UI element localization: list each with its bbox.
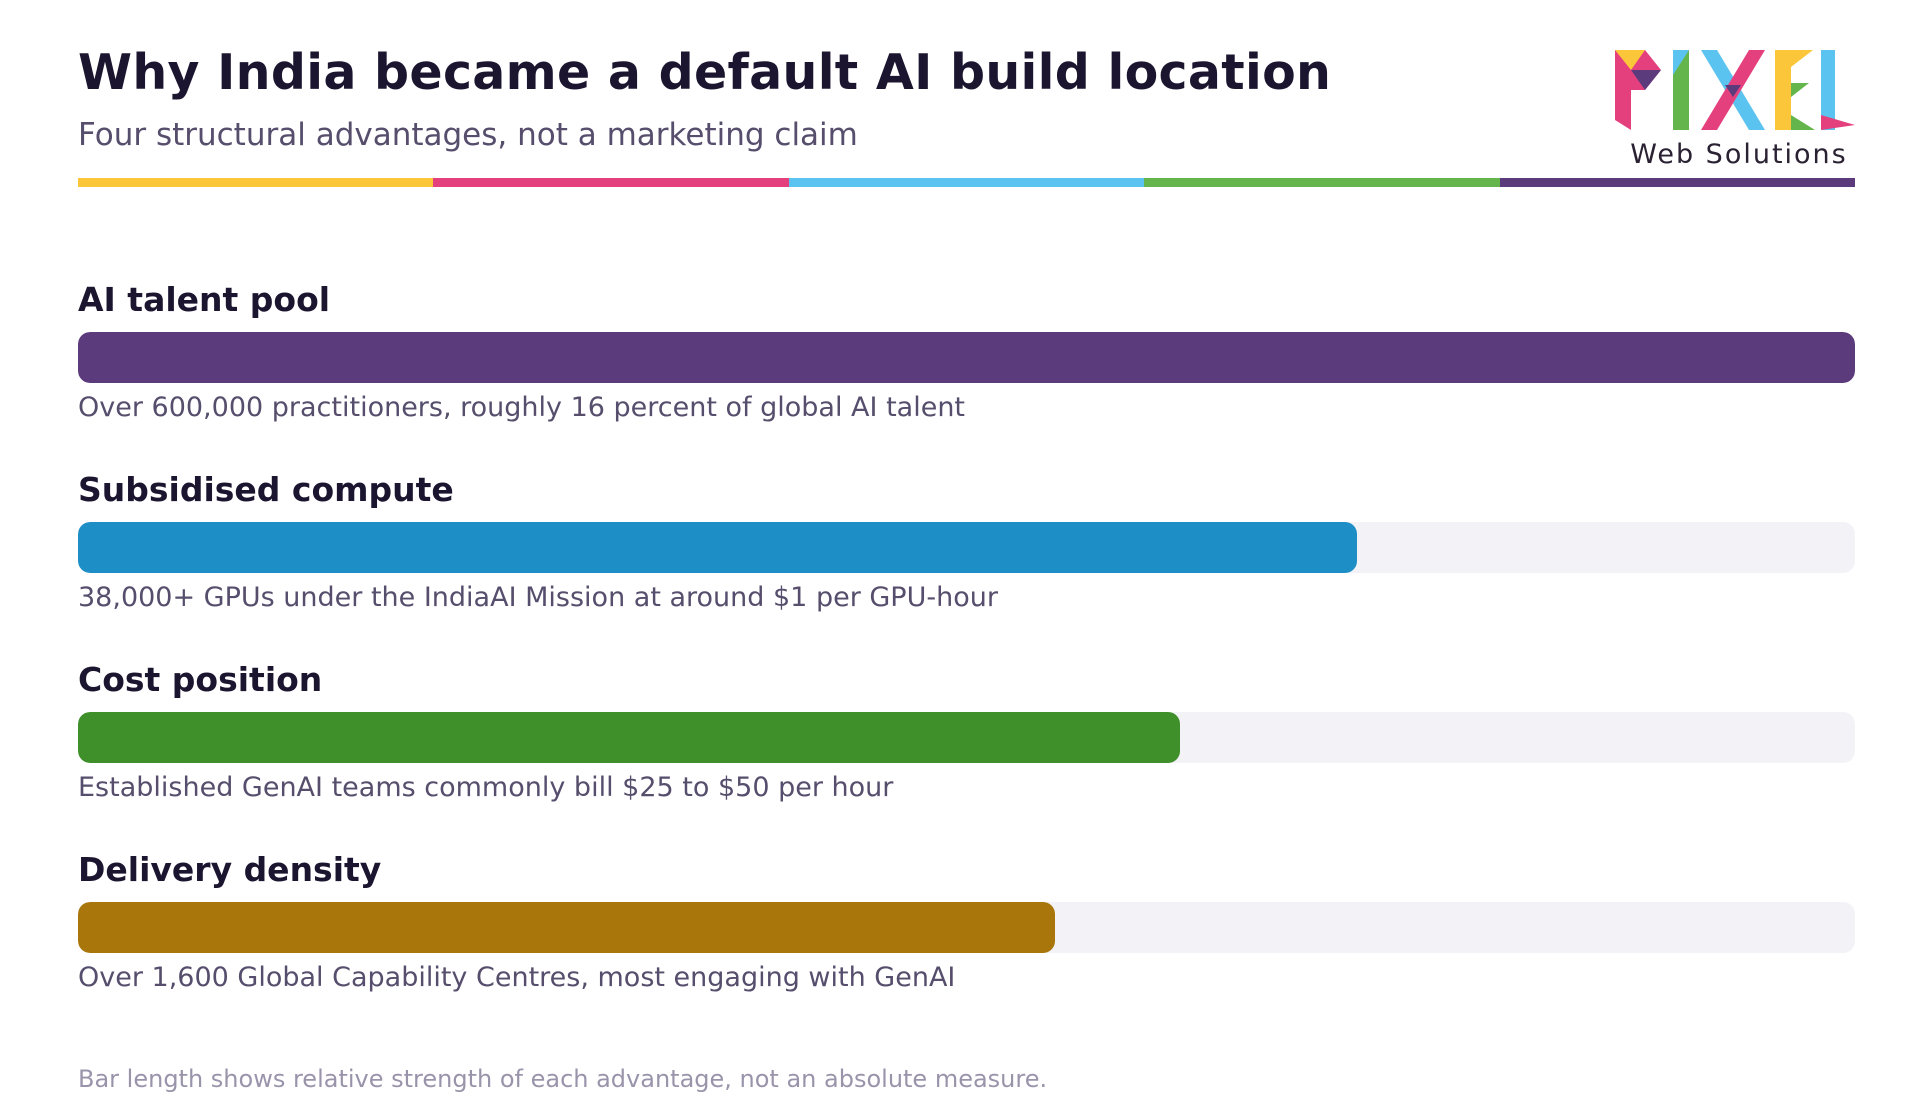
bar-track [78, 522, 1855, 573]
bar-track [78, 712, 1855, 763]
bar [78, 902, 1056, 953]
stripe-segment [1499, 178, 1856, 187]
bar-label: Subsidised compute [78, 470, 454, 509]
stripe-segment [1144, 178, 1500, 187]
chart-footnote: Bar length shows relative strength of ea… [78, 1065, 1048, 1093]
bar [78, 712, 1180, 763]
logo-tagline: Web Solutions [1630, 139, 1848, 170]
color-stripe [78, 178, 1856, 187]
page-title: Why India became a default AI build loca… [78, 44, 1332, 101]
bar-description: 38,000+ GPUs under the IndiaAI Mission a… [78, 582, 998, 613]
bar [78, 522, 1358, 573]
bar-description: Over 600,000 practitioners, roughly 16 p… [78, 392, 966, 423]
bar-description: Established GenAI teams commonly bill $2… [78, 772, 894, 803]
bar-label: Delivery density [78, 850, 382, 889]
bar [78, 332, 1855, 383]
bar-description: Over 1,600 Global Capability Centres, mo… [78, 962, 956, 993]
bar-label: AI talent pool [78, 280, 331, 319]
stripe-segment [433, 178, 789, 187]
bar-track [78, 902, 1855, 953]
bar-label: Cost position [78, 660, 323, 699]
stripe-segment [78, 178, 434, 187]
stripe-segment [788, 178, 1145, 187]
pixel-logo: Web Solutions [1615, 45, 1855, 175]
bar-track [78, 332, 1855, 383]
page-subtitle: Four structural advantages, not a market… [78, 117, 858, 153]
pixel-wordmark-icon [1615, 50, 1855, 130]
